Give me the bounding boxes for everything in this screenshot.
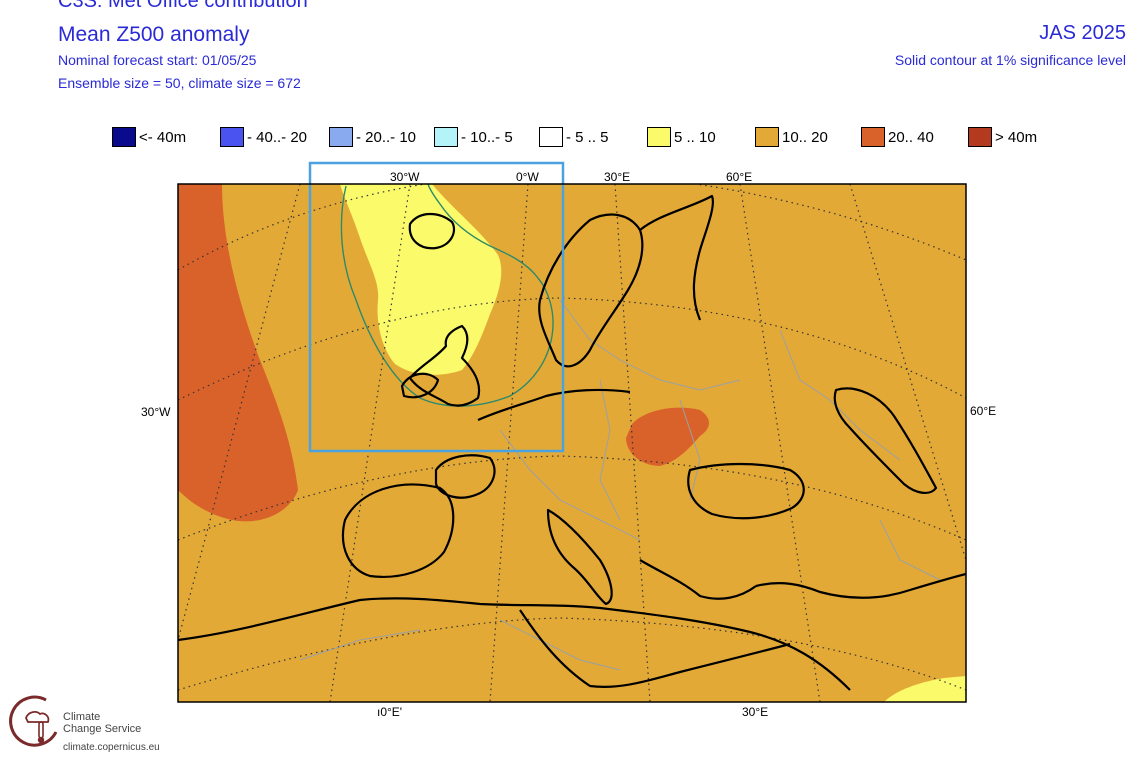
legend-item: > 40m [968, 126, 1037, 148]
anomaly-region-20-40-atlantic [178, 184, 298, 522]
legend-item: 5 .. 10 [647, 126, 716, 148]
legend-swatch [861, 127, 885, 147]
climate-logo-icon [9, 695, 58, 747]
title-line-1: C3S: Met Office contribution [58, 0, 308, 12]
libya-egypt-coast [519, 609, 791, 688]
legend-label: <- 40m [139, 128, 187, 146]
significance-contour [340, 184, 554, 407]
iceland-coast [408, 212, 456, 250]
legend-label: 10.. 20 [782, 128, 828, 146]
legend-label: 5 .. 10 [674, 128, 716, 146]
highlight-region-box [308, 184, 565, 453]
ensemble-size-text: Ensemble size = 50, climate size = 672 [58, 75, 301, 91]
legend-item: 20.. 40 [861, 126, 934, 148]
lat-label-right: 60°E [970, 404, 996, 418]
legend-item: - 20..- 10 [329, 126, 416, 148]
significance-note: Solid contour at 1% significance level [894, 52, 1126, 68]
north-africa-coast [178, 597, 851, 691]
season-label: JAS 2025 [1039, 22, 1126, 44]
copernicus-logo: Climate Change Service climate.copernicu… [6, 692, 166, 762]
legend-item: - 10..- 5 [434, 126, 513, 148]
anomaly-background-10-20 [178, 184, 966, 702]
legend-item: 10.. 20 [755, 126, 828, 148]
legend-swatch [647, 127, 671, 147]
lon-label-bottom: ı0°E' [377, 705, 402, 719]
logo-text-line2: Change Service [63, 723, 142, 735]
highlight-region-box-top [308, 161, 565, 184]
legend-label: - 10..- 5 [461, 128, 513, 146]
iberia-coast [341, 483, 455, 578]
ireland-coast [400, 372, 440, 399]
legend-label: - 5 .. 5 [566, 128, 609, 146]
legend-label: - 20..- 10 [356, 128, 417, 146]
anomaly-region-20-40-east [626, 407, 709, 466]
lat-label-left: 30°W [141, 405, 171, 419]
legend-label: > 40m [995, 128, 1038, 146]
map-frame [177, 183, 967, 703]
legend-swatch [112, 127, 136, 147]
lon-label-top: 30°W [390, 170, 420, 184]
legend-item: - 40..- 20 [220, 126, 307, 148]
legend-swatch [220, 127, 244, 147]
greece-turkey-coast [639, 559, 757, 600]
legend-swatch [434, 127, 458, 147]
country-borders [299, 299, 941, 671]
lon-label-top: 30°E [604, 170, 630, 184]
caspian-coast [833, 387, 938, 494]
italy-coast [546, 508, 613, 606]
lon-label-top: 60°E [726, 170, 752, 184]
legend-label: 20.. 40 [888, 128, 934, 146]
britain-coast [408, 324, 481, 407]
map-title: Mean Z500 anomaly [58, 23, 250, 46]
lon-label-top: 0°W [516, 170, 539, 184]
coastlines [178, 194, 966, 691]
lon-label-bottom: 30°E [742, 705, 768, 719]
graticule [178, 184, 966, 702]
forecast-start-text: Nominal forecast start: 01/05/25 [58, 52, 257, 68]
finland-coast [639, 194, 714, 321]
legend-swatch [968, 127, 992, 147]
black-sea-coast [687, 462, 805, 520]
north-europe-coast [477, 388, 631, 422]
legend-swatch [755, 127, 779, 147]
legend-swatch [329, 127, 353, 147]
turkey-south-coast [755, 572, 966, 599]
scandinavia-coast [538, 213, 644, 368]
logo-text-line1: Climate [63, 711, 101, 723]
legend-swatch [539, 127, 563, 147]
legend-item: <- 40m [112, 126, 186, 148]
legend-item: - 5 .. 5 [539, 126, 609, 148]
legend-label: - 40..- 20 [247, 128, 308, 146]
logo-url: climate.copernicus.eu [63, 742, 160, 753]
